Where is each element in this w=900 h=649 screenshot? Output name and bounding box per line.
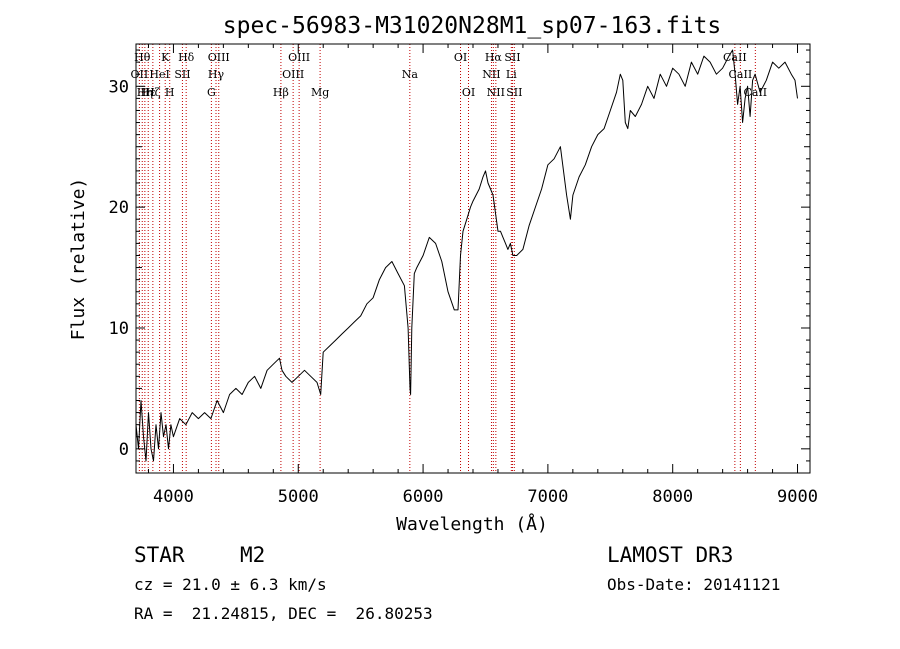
line-label: SII xyxy=(506,86,522,99)
x-tick-label: 9000 xyxy=(777,487,818,507)
plot-frame xyxy=(135,43,811,474)
line-label: Hγ xyxy=(208,68,225,81)
line-label: Hδ xyxy=(178,51,195,64)
line-markers-layer xyxy=(138,44,756,473)
line-label: Hζ xyxy=(145,86,161,99)
object-class: STAR xyxy=(134,543,185,567)
x-axis: 4000 5000 6000 7000 8000 9000 xyxy=(147,44,818,507)
y-axis-label: Flux (relative) xyxy=(68,178,89,341)
line-label: Hβ xyxy=(273,86,289,99)
line-label: Hη xyxy=(137,86,153,99)
spectrum-layer xyxy=(135,49,798,462)
observation-date: Obs-Date: 20141121 xyxy=(607,575,780,594)
chart-title: spec-56983-M31020N28M1_sp07-163.fits xyxy=(223,13,722,39)
line-label: OI xyxy=(462,86,475,99)
y-tick-label: 10 xyxy=(109,319,129,339)
line-label: Li xyxy=(506,68,517,81)
line-label: K xyxy=(161,51,170,64)
line-label: Hθ xyxy=(134,51,151,64)
y-tick-label: 0 xyxy=(119,440,129,460)
x-tick-label: 5000 xyxy=(278,487,319,507)
line-label: SII xyxy=(174,68,190,81)
line-label: OI xyxy=(454,51,467,64)
coordinates: RA = 21.24815, DEC = 26.80253 xyxy=(134,604,433,623)
line-label: CaII xyxy=(723,51,747,64)
line-label: Na xyxy=(402,68,419,81)
y-tick-label: 20 xyxy=(109,198,129,218)
line-label: OIII xyxy=(282,68,304,81)
line-label: OIII xyxy=(288,51,310,64)
object-subclass: M2 xyxy=(240,543,265,567)
info-block: STAR M2 LAMOST DR3 cz = 21.0 ± 6.3 km/s … xyxy=(134,543,780,623)
line-label: HeI xyxy=(149,68,169,81)
redshift-value: cz = 21.0 ± 6.3 km/s xyxy=(134,575,327,594)
line-label: SII xyxy=(504,51,520,64)
y-tick-label: 30 xyxy=(109,77,129,97)
survey-name: LAMOST DR3 xyxy=(607,543,733,567)
line-label: OIII xyxy=(208,51,230,64)
line-labels-layer: OIIHθHηHεHζHeIKHSIIHδGHγOIIIHβOIIIOIIIMg… xyxy=(131,51,768,99)
x-axis-label: Wavelength (Å) xyxy=(396,513,548,535)
line-label: CaII xyxy=(729,68,753,81)
line-label: G xyxy=(207,86,216,99)
x-tick-label: 4000 xyxy=(153,487,194,507)
x-tick-label: 6000 xyxy=(403,487,444,507)
line-label: NII xyxy=(482,68,500,81)
x-tick-label: 8000 xyxy=(652,487,693,507)
spectrum-series-line xyxy=(135,49,798,462)
y-axis: 0 10 20 30 xyxy=(109,49,810,462)
line-label: NII xyxy=(487,86,505,99)
line-label: Hε xyxy=(141,86,157,99)
x-tick-label: 7000 xyxy=(527,487,568,507)
line-label: H xyxy=(165,86,175,99)
line-label: Hα xyxy=(485,51,503,64)
line-label: Mg xyxy=(311,86,329,99)
